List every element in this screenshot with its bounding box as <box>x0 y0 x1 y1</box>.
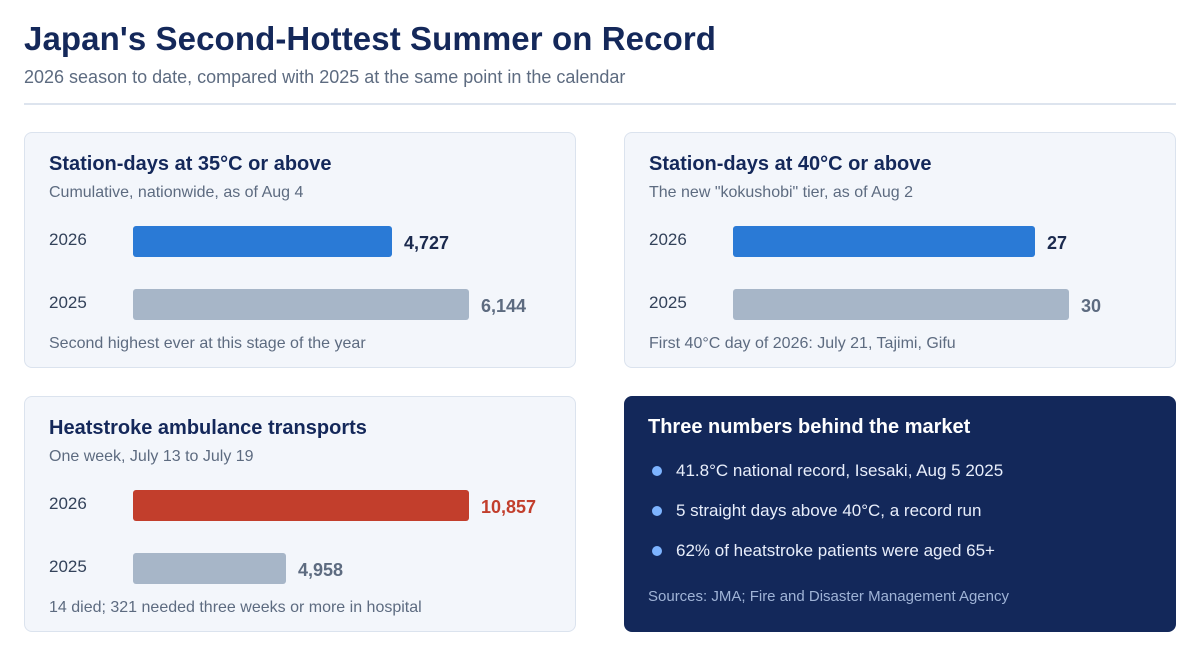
category-label: 2026 <box>49 494 87 513</box>
bar-2026 <box>733 226 1035 257</box>
chart-subtitle: One week, July 13 to July 19 <box>49 448 254 465</box>
callout-title: Three numbers behind the market <box>648 416 971 438</box>
bar-value-label: 6,144 <box>481 296 527 316</box>
chart-subtitle: The new "kokushobi" tier, as of Aug 2 <box>649 184 913 201</box>
bullet-dot-icon <box>652 546 662 556</box>
category-label: 2026 <box>649 230 687 249</box>
header-divider <box>24 103 1176 105</box>
sources-note: Sources: JMA; Fire and Disaster Manageme… <box>648 588 1009 605</box>
bullet-dot-icon <box>652 506 662 516</box>
bullet-dot-icon <box>652 466 662 476</box>
chart-panel-40c: Station-days at 40°C or above The new "k… <box>624 132 1176 368</box>
callout-item: 5 straight days above 40°C, a record run <box>676 501 982 520</box>
page-subtitle: 2026 season to date, compared with 2025 … <box>24 67 626 87</box>
category-label: 2025 <box>649 293 687 312</box>
chart-subtitle: Cumulative, nationwide, as of Aug 4 <box>49 184 304 201</box>
bar-2026 <box>133 226 392 257</box>
category-label: 2026 <box>49 230 87 249</box>
bar-value-label: 4,727 <box>404 233 450 253</box>
chart-title: Station-days at 40°C or above <box>649 153 932 175</box>
bar-value-label: 27 <box>1047 233 1068 253</box>
chart-footnote: Second highest ever at this stage of the… <box>49 335 366 352</box>
chart-panel-ambulance: Heatstroke ambulance transports One week… <box>24 396 576 632</box>
bar-value-label: 30 <box>1081 296 1102 316</box>
bar-2025 <box>133 553 286 584</box>
chart-footnote: 14 died; 321 needed three weeks or more … <box>49 599 422 616</box>
bar-value-label: 4,958 <box>298 560 344 580</box>
chart-footnote: First 40°C day of 2026: July 21, Tajimi,… <box>649 335 956 352</box>
category-label: 2025 <box>49 293 87 312</box>
callout-item: 62% of heatstroke patients were aged 65+ <box>676 541 995 560</box>
chart-panel-35c: Station-days at 35°C or above Cumulative… <box>24 132 576 368</box>
bar-2025 <box>733 289 1069 320</box>
bar-value-label: 10,857 <box>481 497 537 517</box>
callout-panel: Three numbers behind the market 41.8°C n… <box>624 396 1176 632</box>
chart-title: Heatstroke ambulance transports <box>49 417 367 439</box>
chart-title: Station-days at 35°C or above <box>49 153 332 175</box>
bar-2026 <box>133 490 469 521</box>
bar-2025 <box>133 289 469 320</box>
callout-item: 41.8°C national record, Isesaki, Aug 5 2… <box>676 461 1004 480</box>
page-title: Japan's Second-Hottest Summer on Record <box>24 20 717 57</box>
category-label: 2025 <box>49 557 87 576</box>
